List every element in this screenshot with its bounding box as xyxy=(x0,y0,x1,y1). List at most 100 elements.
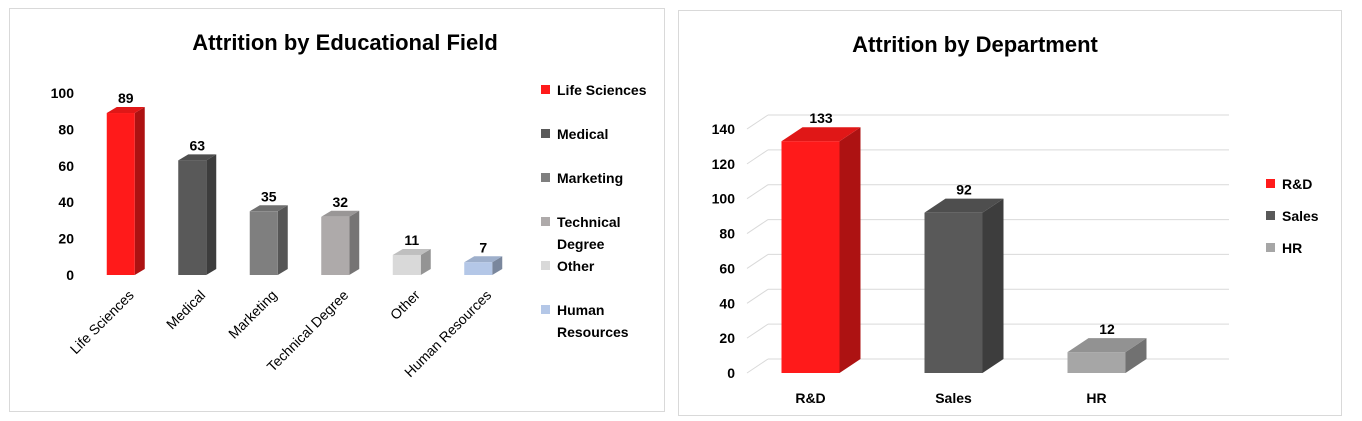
data-label-technical-degree: 32 xyxy=(332,194,348,210)
y-tick-label: 140 xyxy=(712,121,736,137)
legend-label-line: Technical xyxy=(557,214,621,230)
y-tick-label: 100 xyxy=(51,85,75,101)
x-tick-label-other: Other xyxy=(387,287,423,323)
y-tick-label: 60 xyxy=(719,260,735,276)
bar-life-sciences xyxy=(106,113,135,276)
legend-label-human-resources: Human Resources xyxy=(557,302,629,340)
y-tick-label: 80 xyxy=(58,121,74,137)
bar-top-other xyxy=(392,248,431,255)
y-tick-label: 80 xyxy=(719,226,735,242)
legend-label-line: Sales xyxy=(1282,208,1319,224)
y-tick-label: 0 xyxy=(66,267,74,283)
legend-label-other: Other xyxy=(557,258,595,274)
bar-top-r-d xyxy=(781,127,861,142)
educational-field-chart-svg: Attrition by Educational Field 0 20 40 60 80 1… xyxy=(51,30,647,380)
gridline-depth xyxy=(746,323,769,339)
y-tick-label: 0 xyxy=(727,365,735,381)
x-tick-label-life-sciences: Life Sciences xyxy=(67,287,137,357)
x-tick-label-r-d: R&D xyxy=(795,390,825,406)
gridline-depth xyxy=(746,288,769,304)
data-label-life-sciences: 89 xyxy=(118,90,134,106)
y-tick-label: 20 xyxy=(58,231,74,247)
legend-swatch-hr xyxy=(1266,243,1275,252)
bar-medical xyxy=(178,160,207,275)
department-chart-svg: Attrition by Department 0 20 40 60 80 100 120 14… xyxy=(712,32,1319,406)
gridline-depth xyxy=(746,219,769,234)
bar-sales xyxy=(924,212,983,373)
bar-top-sales xyxy=(924,198,1004,213)
bar-side-medical xyxy=(206,154,217,275)
bar-top-human-resources xyxy=(464,256,503,263)
legend-swatch-sales xyxy=(1266,211,1275,220)
legend-label-life-sciences: Life Sciences xyxy=(557,82,647,98)
y-tick-label: 120 xyxy=(712,156,736,172)
x-tick-label-sales: Sales xyxy=(935,390,972,406)
legend-label-line: Resources xyxy=(557,324,629,340)
bar-marketing xyxy=(249,211,278,275)
legend-swatch-technical-degree xyxy=(541,217,550,226)
legend-label-hr: HR xyxy=(1282,240,1302,256)
legend-label-line: Human xyxy=(557,302,604,318)
legend-label-line: Degree xyxy=(557,236,605,252)
legend-label-technical-degree: Technical Degree xyxy=(557,214,621,252)
legend-label-line: Medical xyxy=(557,126,608,142)
data-label-sales: 92 xyxy=(956,182,972,198)
chart-educational-field: Attrition by Educational Field 0 20 40 60 80 1… xyxy=(9,8,665,412)
legend-label-line: Marketing xyxy=(557,170,623,186)
bar-r-d xyxy=(781,141,840,373)
legend-label-medical: Medical xyxy=(557,126,608,142)
chart-department: Attrition by Department 0 20 40 60 80 100 120 14… xyxy=(678,10,1342,416)
bar-side-human-resources xyxy=(492,256,503,275)
legend-label-line: Other xyxy=(557,258,595,274)
bar-side-sales xyxy=(982,198,1004,373)
gridline-depth xyxy=(746,184,769,200)
bar-top-medical xyxy=(178,154,217,161)
x-tick-label-marketing: Marketing xyxy=(225,287,280,342)
bar-top-hr xyxy=(1067,338,1147,353)
bar-side-marketing xyxy=(277,205,288,275)
y-tick-label: 60 xyxy=(58,158,74,174)
legend-label-r-d: R&D xyxy=(1282,176,1312,192)
legend-swatch-marketing xyxy=(541,173,550,182)
bar-side-r-d xyxy=(839,127,861,373)
gridline-depth xyxy=(746,149,769,165)
bar-top-technical-degree xyxy=(321,210,360,217)
gridline-depth xyxy=(746,254,769,269)
data-label-hr: 12 xyxy=(1099,321,1115,337)
bar-side-technical-degree xyxy=(349,210,360,275)
bar-side-other xyxy=(420,248,431,275)
bar-hr xyxy=(1067,352,1126,373)
data-label-marketing: 35 xyxy=(261,188,277,204)
data-label-human-resources: 7 xyxy=(479,239,487,255)
legend-swatch-r-d xyxy=(1266,179,1275,188)
data-label-medical: 63 xyxy=(189,137,205,153)
legend-label-line: R&D xyxy=(1282,176,1312,192)
bar-side-hr xyxy=(1125,338,1147,373)
bar-human-resources xyxy=(464,262,493,275)
legend-label-line: HR xyxy=(1282,240,1302,256)
bar-top-marketing xyxy=(249,205,288,212)
x-tick-label-hr: HR xyxy=(1086,390,1106,406)
legend-swatch-other xyxy=(541,261,550,270)
gridline-depth xyxy=(746,114,769,130)
legend-swatch-life-sciences xyxy=(541,85,550,94)
x-tick-label-medical: Medical xyxy=(163,287,208,332)
legend-swatch-human-resources xyxy=(541,305,550,314)
legend-label-line: Life Sciences xyxy=(557,82,647,98)
bar-top-life-sciences xyxy=(106,107,145,114)
legend-label-marketing: Marketing xyxy=(557,170,623,186)
data-label-other: 11 xyxy=(404,232,419,248)
legend-swatch-medical xyxy=(541,129,550,138)
bar-technical-degree xyxy=(321,216,350,275)
y-tick-label: 20 xyxy=(719,330,735,346)
bar-side-life-sciences xyxy=(134,107,145,276)
gridline-depth xyxy=(746,358,769,374)
y-tick-label: 40 xyxy=(719,295,735,311)
chart-title: Attrition by Department xyxy=(852,32,1098,57)
y-tick-label: 100 xyxy=(712,191,736,207)
y-tick-label: 40 xyxy=(58,194,74,210)
bar-other xyxy=(392,254,421,275)
legend-label-sales: Sales xyxy=(1282,208,1319,224)
data-label-r-d: 133 xyxy=(809,110,833,126)
chart-title: Attrition by Educational Field xyxy=(192,30,498,55)
